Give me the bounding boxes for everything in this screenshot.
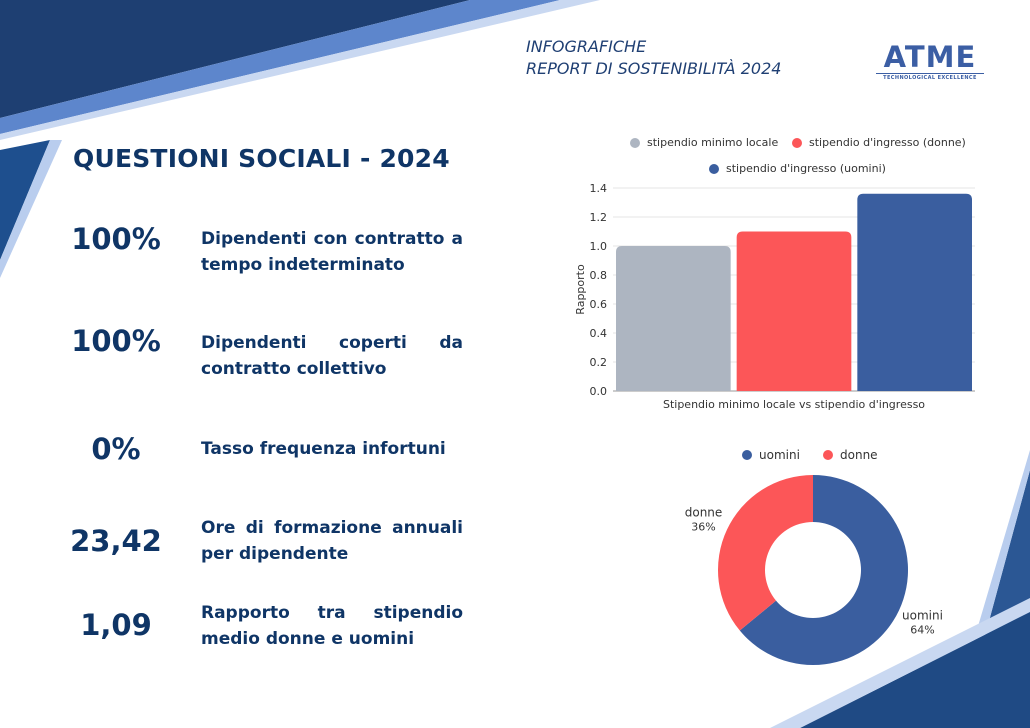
legend-label: uomini — [759, 448, 800, 462]
stat-label-training-hours: Ore di formazione annuali per dipendente — [201, 518, 463, 564]
stat-label-injury-rate: Tasso frequenza infortuni — [201, 439, 446, 459]
legend-label: stipendio minimo locale — [647, 136, 779, 149]
company-logo: ATME TECHNOLOGICAL EXCELLENCE — [874, 42, 986, 81]
y-tick-label: 1.2 — [590, 211, 608, 224]
stat-value-training-hours: 23,42 — [70, 524, 162, 558]
legend-label: stipendio d'ingresso (uomini) — [726, 162, 886, 175]
donut-label-value: 64% — [910, 624, 934, 637]
donut-slice-uomini — [739, 475, 908, 665]
legend-swatch — [792, 137, 802, 148]
stat-label-pay-ratio: Rapporto tra stipendio medio donne e uom… — [201, 603, 463, 649]
salary-ratio-bar-chart: 0.0 0.2 0.4 0.6 0.8 1.0 1.2 1.4 Stipendio minimo… — [574, 182, 975, 411]
stat-label-permanent-contracts: Dipendenti con contratto a tempo indeter… — [201, 229, 463, 275]
donut-label-value: 36% — [691, 520, 715, 533]
y-tick-label: 1.0 — [590, 240, 608, 253]
legend-label: donne — [840, 448, 878, 462]
donut-legend-uomini: uomini — [742, 448, 800, 462]
y-tick-label: 0.0 — [590, 385, 608, 398]
legend-swatch — [630, 137, 640, 148]
y-tick-label: 0.4 — [590, 327, 608, 340]
legend-swatch — [709, 163, 719, 174]
stat-value-pay-ratio: 1,09 — [80, 608, 152, 642]
legend-item-minimo: stipendio minimo locale — [630, 136, 778, 149]
donut-label-name: uomini — [902, 609, 943, 623]
stat-value-collective-agreement: 100% — [71, 324, 161, 358]
y-tick-label: 0.2 — [590, 356, 608, 369]
stat-value-injury-rate: 0% — [91, 432, 141, 466]
donut-label-name: donne — [685, 505, 723, 519]
legend-item-donne: stipendio d'ingresso (donne) — [792, 136, 966, 149]
y-tick-label: 1.4 — [590, 182, 608, 195]
bar-ingresso-uomini — [857, 193, 972, 391]
donut-legend-donne: donne — [823, 448, 878, 462]
legend-swatch — [742, 450, 752, 460]
legend-label: stipendio d'ingresso (donne) — [809, 136, 966, 149]
stat-value-permanent-contracts: 100% — [71, 222, 161, 256]
report-header: INFOGRAFICHE REPORT DI SOSTENIBILITÀ 202… — [526, 36, 781, 80]
header-line-2: REPORT DI SOSTENIBILITÀ 2024 — [526, 59, 782, 78]
logo-tagline: TECHNOLOGICAL EXCELLENCE — [883, 75, 977, 81]
bar-ingresso-donne — [736, 231, 852, 391]
legend-swatch — [823, 450, 833, 460]
header-line-1: INFOGRAFICHE — [526, 37, 647, 56]
x-axis-label: Stipendio minimo locale vs stipendio d'i… — [663, 398, 925, 411]
y-tick-label: 0.6 — [590, 298, 608, 311]
section-title: QUESTIONI SOCIALI - 2024 — [73, 144, 450, 173]
y-axis-label: Rapporto — [574, 264, 587, 315]
bar-minimo-locale — [616, 246, 731, 391]
logo-divider — [876, 73, 984, 74]
logo-name: ATME — [883, 40, 977, 74]
donut-slice-donne — [718, 475, 813, 631]
y-tick-label: 0.8 — [590, 269, 608, 282]
legend-item-uomini: stipendio d'ingresso (uomini) — [709, 162, 886, 175]
stat-label-collective-agreement: Dipendenti coperti da contratto colletti… — [201, 333, 463, 379]
